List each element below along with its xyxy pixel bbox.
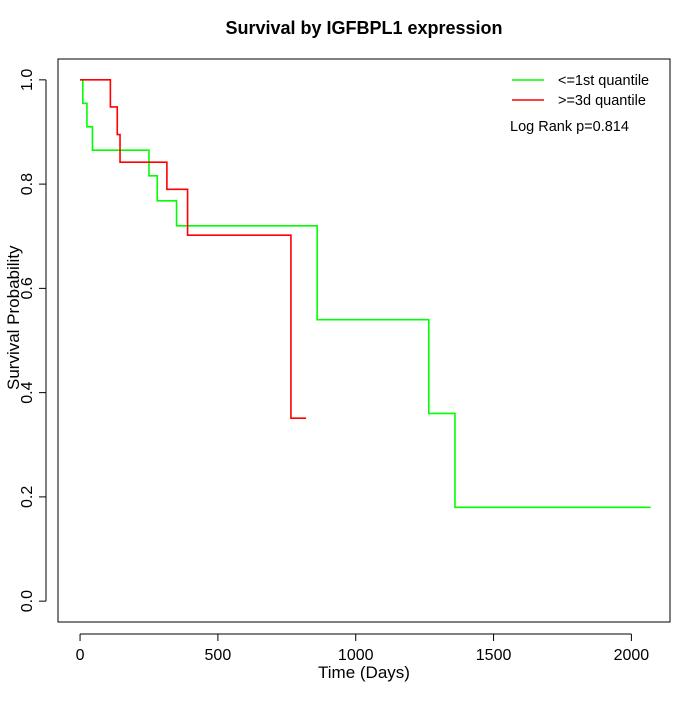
x-tick-label: 1500	[476, 647, 512, 664]
x-tick-label: 2000	[614, 647, 650, 664]
log-rank-annotation: Log Rank p=0.814	[510, 119, 629, 135]
x-tick-label: 1000	[338, 647, 374, 664]
x-axis-label: Time (Days)	[318, 663, 410, 682]
y-tick-label: 0.0	[19, 590, 36, 612]
plot-frame	[57, 58, 671, 623]
series-line-2	[80, 79, 307, 419]
legend-label-2: >=3d quantile	[558, 93, 646, 109]
y-tick-label: 0.6	[19, 277, 36, 299]
series-line-1	[80, 79, 651, 509]
x-tick-label: 0	[76, 647, 85, 664]
legend-label-1: <=1st quantile	[558, 73, 649, 89]
y-tick-label: 0.2	[19, 486, 36, 508]
y-tick-label: 0.8	[19, 173, 36, 195]
chart-title: Survival by IGFBPL1 expression	[225, 18, 503, 38]
y-tick-label: 1.0	[19, 69, 36, 91]
x-tick-label: 500	[205, 647, 232, 664]
y-tick-label: 0.4	[19, 381, 36, 403]
y-axis-label: Survival Probability	[4, 245, 23, 390]
